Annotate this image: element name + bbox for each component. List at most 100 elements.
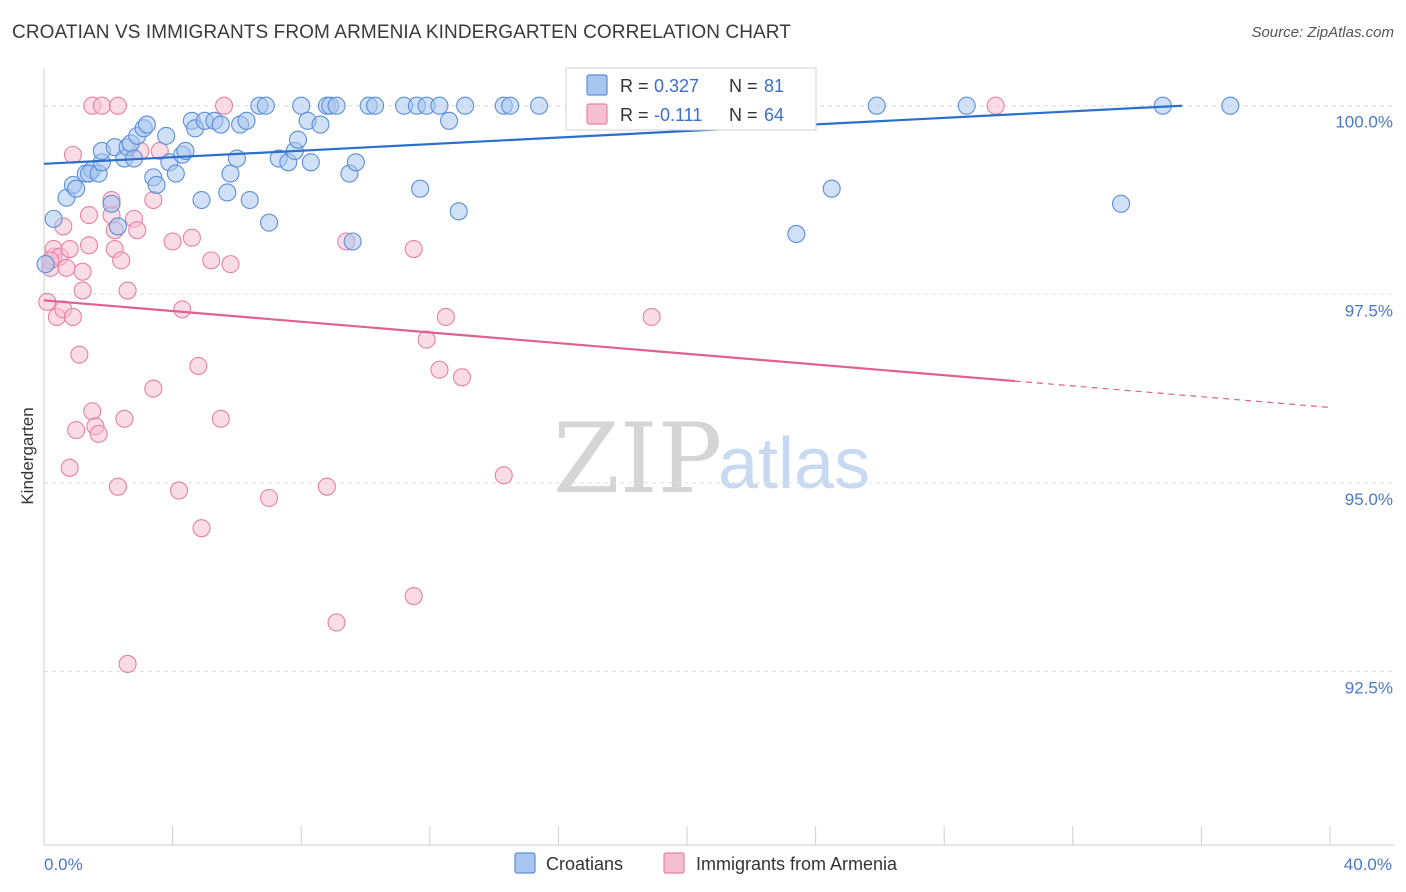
armenia-point	[89, 424, 108, 443]
croatians-point	[787, 224, 806, 244]
croatians-point	[430, 96, 449, 115]
legend-n-label-2: N =	[729, 105, 758, 125]
croatians-point	[259, 213, 279, 232]
armenia-point	[108, 96, 127, 115]
armenia-point	[108, 477, 127, 496]
croatians-point	[411, 179, 430, 198]
croatians-point	[343, 232, 362, 251]
armenia-point	[436, 307, 455, 326]
croatians-point	[822, 179, 841, 198]
armenia-point	[70, 345, 89, 364]
series-croatians-points	[36, 96, 1240, 274]
croatians-point	[44, 209, 63, 228]
croatians-point	[366, 96, 385, 115]
legend-frame	[565, 67, 817, 131]
armenia-point	[112, 251, 131, 270]
y-tick-label: 100.0%	[1335, 113, 1393, 132]
armenia-point	[118, 281, 137, 300]
legend-r-value-1: 0.327	[654, 76, 699, 96]
armenia-point	[327, 613, 346, 632]
x-ticks	[43, 826, 1331, 845]
x-tick-label-min: 0.0%	[44, 855, 83, 874]
armenia-point	[118, 654, 137, 674]
y-tick-label: 97.5%	[1345, 301, 1393, 320]
croatians-point	[108, 217, 127, 236]
croatians-point	[501, 96, 520, 115]
armenia-point	[73, 281, 92, 300]
armenia-point	[60, 458, 79, 477]
croatians-point	[157, 126, 176, 145]
croatians-point	[530, 96, 549, 115]
croatians-point	[240, 190, 259, 210]
armenia-point	[57, 258, 76, 277]
croatians-point	[147, 175, 166, 194]
croatians-point	[440, 111, 459, 130]
armenia-point	[202, 251, 221, 270]
croatians-point	[292, 96, 311, 115]
axes	[43, 68, 1394, 846]
croatians-point	[1111, 194, 1131, 213]
legend-n-value-2: 64	[764, 105, 784, 125]
bottom-legend-swatch-armenia	[663, 852, 685, 874]
armenia-point	[79, 236, 99, 255]
legend-box: R = 0.327 N = 81 R = -0.111 N = 64	[565, 67, 817, 131]
croatians-point	[957, 96, 976, 115]
legend-n-label-1: N =	[729, 76, 758, 96]
croatians-point	[256, 96, 275, 115]
croatians-point	[221, 164, 240, 183]
armenia-point	[214, 96, 234, 115]
series-armenia-points	[38, 96, 1005, 674]
armenia-point	[60, 239, 79, 259]
armenia-point	[221, 255, 240, 274]
croatians-point	[449, 202, 468, 221]
armenia-point	[182, 228, 201, 247]
croatians-point	[67, 179, 86, 198]
croatians-point	[176, 141, 195, 161]
armenia-point	[63, 145, 82, 164]
croatians-point	[137, 115, 156, 134]
armenia-point	[67, 421, 86, 440]
croatians-point	[288, 130, 308, 149]
armenia-point	[115, 409, 134, 428]
y-tick-labels: 92.5% 95.0% 97.5% 100.0%	[1335, 113, 1393, 698]
bottom-legend-croatians: Croatians	[546, 854, 623, 874]
armenia-trend-line	[43, 299, 1016, 383]
x-tick-label-max: 40.0%	[1344, 855, 1392, 874]
armenia-point	[92, 96, 111, 115]
croatians-point	[211, 115, 230, 134]
armenia-point	[144, 379, 163, 398]
croatians-trend-line	[43, 104, 1183, 165]
armenia-point	[189, 356, 208, 376]
croatians-point	[166, 164, 185, 183]
y-tick-label: 92.5%	[1345, 678, 1393, 697]
trend-lines	[43, 104, 1331, 409]
croatians-point	[102, 194, 121, 213]
armenia-point	[144, 190, 163, 210]
armenia-point	[83, 402, 102, 421]
croatians-point	[36, 255, 55, 274]
armenia-trend-extension	[1014, 380, 1331, 409]
armenia-point	[404, 587, 423, 606]
y-tick-label: 95.0%	[1345, 490, 1393, 509]
bottom-legend-swatch-croatians	[514, 852, 536, 874]
source-label: Source: ZipAtlas.com	[1251, 24, 1394, 41]
armenia-point	[173, 300, 192, 319]
watermark-zip: ZIP	[553, 403, 722, 515]
legend-swatch-armenia	[586, 103, 608, 125]
croatians-point	[237, 111, 256, 130]
croatians-point	[301, 153, 320, 172]
legend-r-label-2: R =	[620, 105, 649, 125]
armenia-point	[163, 232, 182, 251]
armenia-point	[63, 307, 82, 326]
armenia-point	[79, 206, 99, 225]
armenia-point	[494, 466, 513, 485]
armenia-point	[642, 307, 661, 326]
chart-title: CROATIAN VS IMMIGRANTS FROM ARMENIA KIND…	[12, 22, 791, 43]
croatians-point	[867, 96, 886, 115]
croatians-point	[327, 96, 346, 115]
armenia-point	[259, 488, 279, 508]
armenia-point	[128, 221, 147, 240]
armenia-point	[404, 239, 423, 259]
croatians-point	[192, 190, 211, 210]
